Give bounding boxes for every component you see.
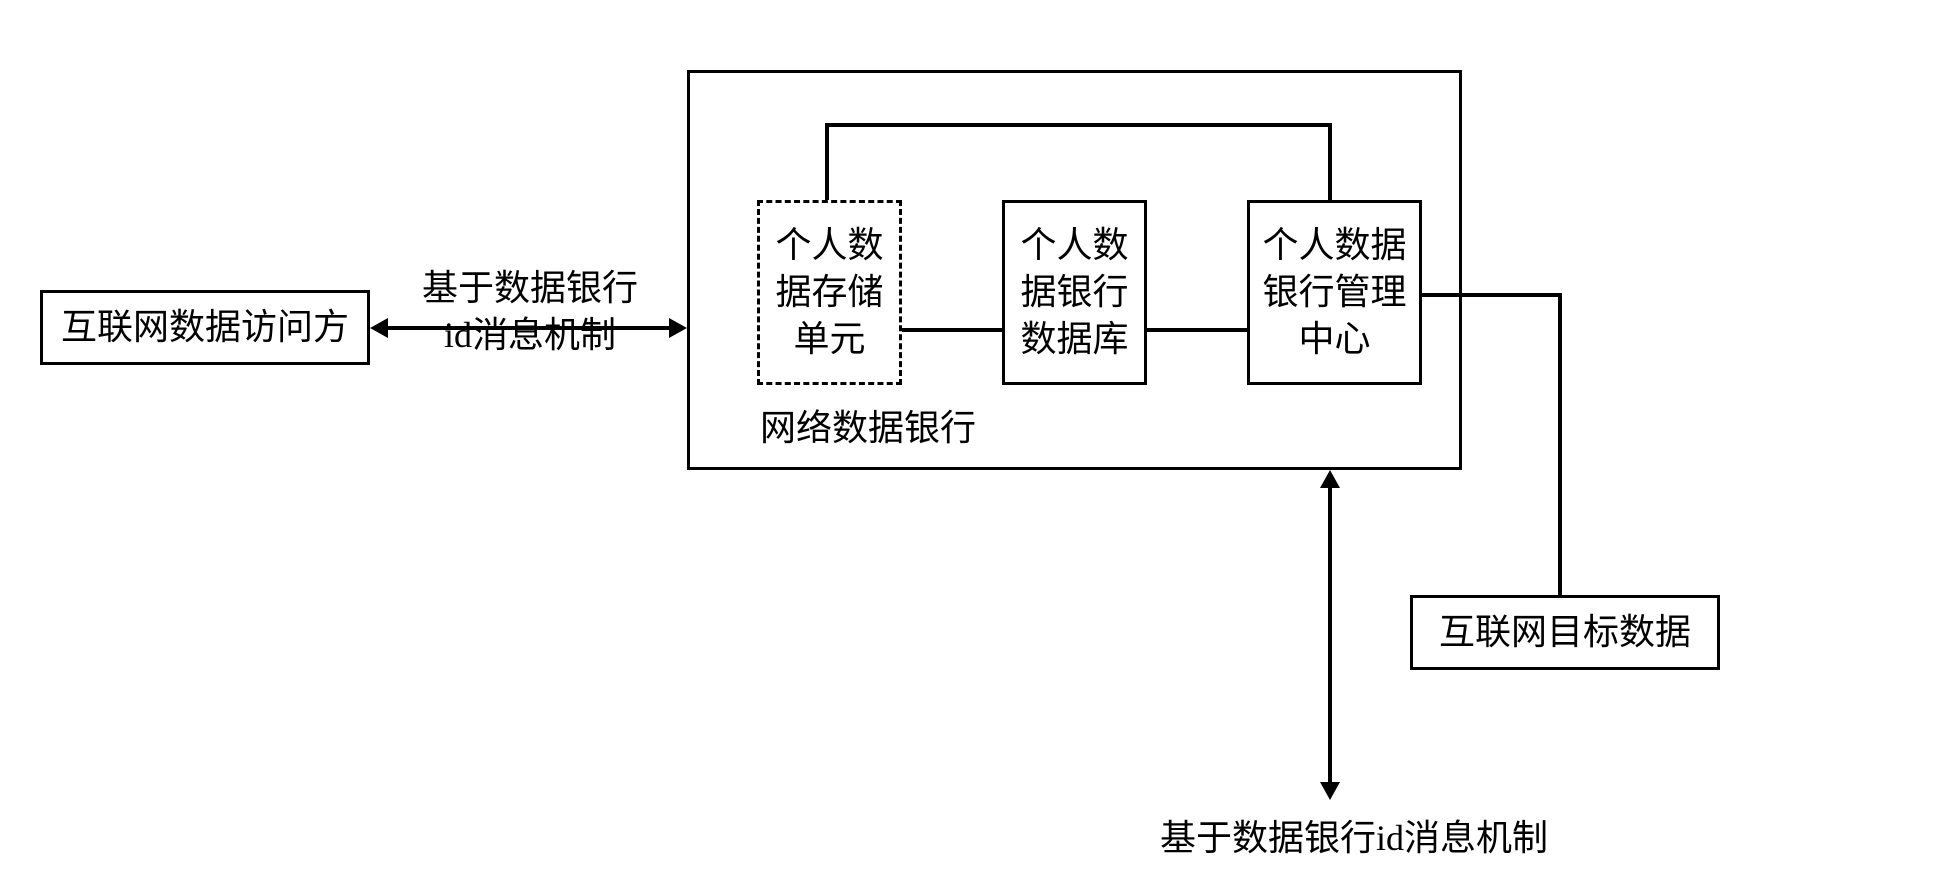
box-personal-data-bank-mgmt-center: 个人数据 银行管理 中心: [1247, 200, 1422, 385]
bank-db-text: 个人数 据银行 数据库: [1020, 222, 1128, 362]
arrowhead-down-mgmt: [1320, 782, 1340, 800]
box-internet-target-data: 互联网目标数据: [1410, 595, 1720, 670]
storage-unit-text: 个人数 据存储 单元: [775, 222, 883, 362]
edge-mgmt-down: [1328, 488, 1332, 782]
edge-label-left: 基于数据银行 id消息机制: [395, 265, 665, 359]
box-personal-data-bank-db: 个人数 据银行 数据库: [1002, 200, 1147, 385]
edge-mgmt-target-v: [1558, 293, 1562, 595]
box-personal-data-storage-unit: 个人数 据存储 单元: [757, 200, 902, 385]
arrowhead-left-accessor: [370, 318, 388, 338]
edge-label-bottom: 基于数据银行id消息机制: [1160, 815, 1548, 862]
mgmt-center-text: 个人数据 银行管理 中心: [1262, 222, 1406, 362]
arrowhead-right-container: [669, 318, 687, 338]
box-internet-data-accessor: 互联网数据访问方: [40, 290, 370, 365]
arrowhead-up-mgmt: [1320, 470, 1340, 488]
container-label: 网络数据银行: [760, 405, 976, 452]
target-data-text: 互联网目标数据: [1439, 609, 1691, 656]
accessor-text: 互联网数据访问方: [61, 304, 349, 351]
